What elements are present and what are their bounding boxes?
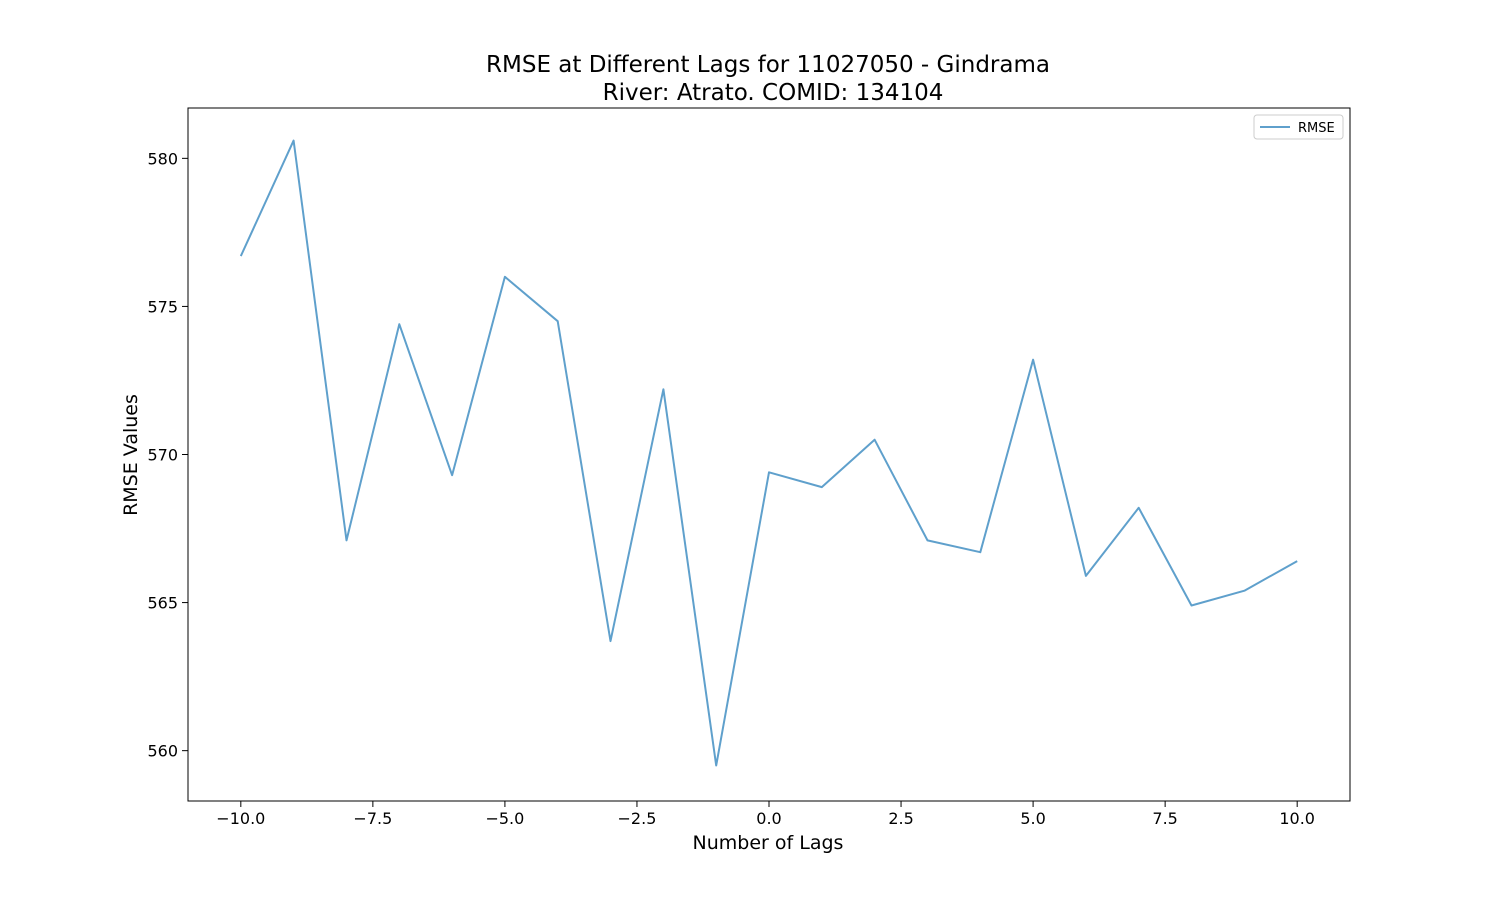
y-tick-label: 580: [147, 149, 178, 168]
y-tick-label: 565: [147, 594, 178, 613]
x-tick-label: −2.5: [618, 809, 657, 828]
x-tick-label: 2.5: [888, 809, 913, 828]
x-tick-label: 0.0: [756, 809, 781, 828]
x-tick-label: 7.5: [1152, 809, 1177, 828]
x-tick-label: −7.5: [353, 809, 392, 828]
plot-area: −10.0 −7.5 −5.0 −2.5 0.0 2.5 5.0 7.5 10.0 560 565 5…: [147, 107, 1351, 828]
chart-subtitle: River: Atrato. COMID: 134104: [603, 80, 944, 106]
y-axis-label: RMSE Values: [120, 394, 142, 516]
x-tick-label: −5.0: [485, 809, 524, 828]
y-tick-label: 570: [147, 446, 178, 465]
x-tick-label: 10.0: [1279, 809, 1315, 828]
x-axis-label: Number of Lags: [693, 832, 844, 854]
x-tick-label: 5.0: [1020, 809, 1045, 828]
series-line-rmse: [239, 139, 1298, 767]
legend-label: RMSE: [1298, 121, 1335, 136]
legend: RMSE: [1253, 114, 1344, 140]
chart-title: RMSE at Different Lags for 11027050 - Gi…: [486, 52, 1050, 78]
y-tick-label: 575: [147, 297, 178, 316]
plot-frame: [187, 107, 1351, 802]
x-tick-label: −10.0: [216, 809, 265, 828]
y-tick-label: 560: [147, 742, 178, 761]
legend-box: [1253, 114, 1344, 140]
